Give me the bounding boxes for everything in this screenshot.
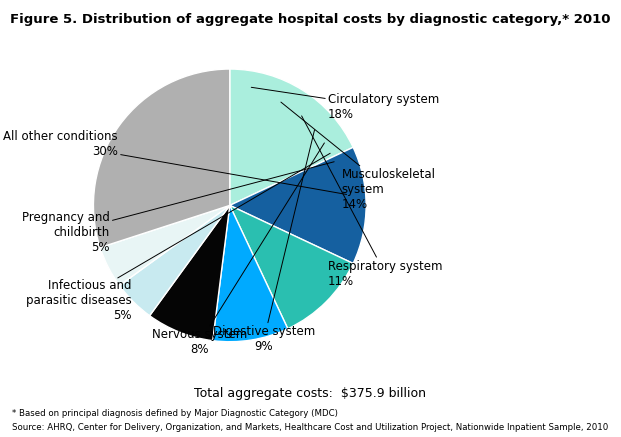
Wedge shape — [230, 205, 353, 329]
Text: Pregnancy and
childbirth
5%: Pregnancy and childbirth 5% — [22, 162, 334, 254]
Text: Figure 5. Distribution of aggregate hospital costs by diagnostic category,* 2010: Figure 5. Distribution of aggregate hosp… — [11, 13, 610, 26]
Wedge shape — [230, 69, 353, 205]
Text: Infectious and
parasitic diseases
5%: Infectious and parasitic diseases 5% — [26, 153, 330, 323]
Wedge shape — [150, 205, 230, 341]
Text: Respiratory system
11%: Respiratory system 11% — [302, 116, 442, 288]
Wedge shape — [212, 205, 288, 342]
Text: Source: AHRQ, Center for Delivery, Organization, and Markets, Healthcare Cost an: Source: AHRQ, Center for Delivery, Organ… — [12, 423, 609, 432]
Text: Nervous system
8%: Nervous system 8% — [152, 143, 324, 356]
Wedge shape — [93, 69, 230, 247]
Wedge shape — [119, 205, 230, 316]
Text: All other conditions
30%: All other conditions 30% — [3, 130, 347, 194]
Text: Total aggregate costs:  $375.9 billion: Total aggregate costs: $375.9 billion — [194, 387, 427, 400]
Wedge shape — [230, 147, 366, 264]
Text: Circulatory system
18%: Circulatory system 18% — [252, 87, 439, 121]
Text: * Based on principal diagnosis defined by Major Diagnostic Category (MDC): * Based on principal diagnosis defined b… — [12, 409, 338, 418]
Text: Musculoskeletal
system
14%: Musculoskeletal system 14% — [281, 102, 435, 211]
Wedge shape — [100, 205, 230, 285]
Text: Digestive system
9%: Digestive system 9% — [213, 130, 315, 354]
